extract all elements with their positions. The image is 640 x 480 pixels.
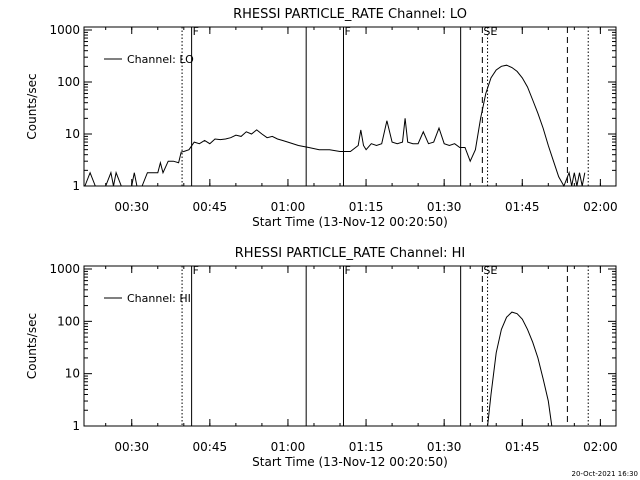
- x-tick-label: 01:15: [349, 200, 384, 214]
- plot-frame: [83, 26, 617, 187]
- series-line: [84, 64, 586, 188]
- series-line: [487, 311, 553, 427]
- y-axis-label: Counts/sec: [25, 73, 39, 139]
- y-tick-label: 1: [72, 179, 80, 193]
- x-axis-label: Start Time (13-Nov-12 00:20:50): [252, 455, 448, 469]
- x-axis-label: Start Time (13-Nov-12 00:20:50): [252, 215, 448, 229]
- chart-title: RHESSI PARTICLE_RATE Channel: HI: [235, 246, 465, 261]
- panel-lo: RHESSI PARTICLE_RATE Channel: LO Start Ti…: [25, 7, 618, 229]
- y-tick-label: 10: [65, 367, 80, 381]
- chart-title: RHESSI PARTICLE_RATE Channel: LO: [233, 7, 467, 22]
- x-tick-label: 00:45: [193, 440, 228, 454]
- y-tick-label: 100: [57, 314, 80, 328]
- x-tick-label: 01:00: [271, 200, 306, 214]
- y-axis-label: Counts/sec: [25, 313, 39, 379]
- marker-label: SE: [483, 264, 497, 277]
- legend-entry: Channel: LO: [127, 53, 194, 66]
- marker-label: F: [344, 25, 350, 38]
- x-tick-label: 00:45: [193, 200, 228, 214]
- marker-label: F: [344, 264, 350, 277]
- y-tick-label: 1000: [49, 23, 80, 37]
- x-tick-label: 02:00: [583, 440, 618, 454]
- y-tick-label: 10: [65, 127, 80, 141]
- x-tick-label: 01:00: [271, 440, 306, 454]
- x-tick-label: 02:00: [583, 200, 618, 214]
- footer-timestamp: 20-Oct-2021 16:30: [572, 470, 638, 478]
- y-tick-label: 1: [72, 419, 80, 433]
- x-tick-label: 00:30: [114, 440, 149, 454]
- panel-hi: RHESSI PARTICLE_RATE Channel: HI Start Ti…: [25, 246, 618, 469]
- x-tick-label: 01:30: [427, 200, 462, 214]
- y-tick-label: 1000: [49, 262, 80, 276]
- x-tick-label: 01:45: [505, 440, 540, 454]
- x-tick-label: 00:30: [114, 200, 149, 214]
- plot-frame: [83, 265, 617, 427]
- marker-label: F: [193, 25, 199, 38]
- x-tick-label: 01:45: [505, 200, 540, 214]
- legend-entry: Channel: HI: [127, 292, 191, 305]
- x-tick-label: 01:15: [349, 440, 384, 454]
- y-tick-label: 100: [57, 75, 80, 89]
- x-tick-label: 01:30: [427, 440, 462, 454]
- marker-label: SE: [483, 25, 497, 38]
- marker-label: F: [193, 264, 199, 277]
